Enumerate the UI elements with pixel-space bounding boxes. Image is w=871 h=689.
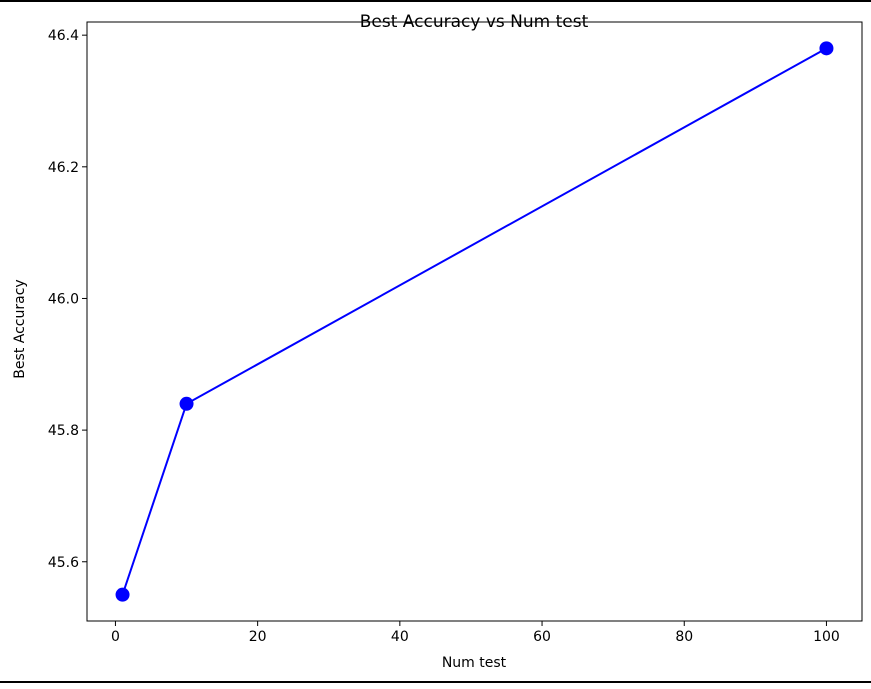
data-point (179, 396, 194, 411)
y-axis: 45.6 45.8 46.0 46.2 46.4 (48, 28, 87, 571)
x-axis-label: Num test (442, 655, 507, 671)
x-axis: 0 20 40 60 80 100 (111, 621, 840, 645)
figure-bottom-border (0, 681, 871, 683)
y-tick-label: 45.6 (48, 555, 79, 571)
figure-top-border (0, 0, 871, 2)
x-tick-label: 0 (111, 629, 120, 645)
y-tick-label: 46.0 (48, 291, 79, 307)
plot-area-frame (86, 21, 863, 622)
data-point (115, 587, 130, 602)
y-tick-label: 46.4 (48, 28, 79, 44)
x-tick-label: 60 (533, 629, 551, 645)
y-axis-label: Best Accuracy (12, 279, 28, 378)
x-tick-label: 40 (391, 629, 409, 645)
x-tick-label: 100 (813, 629, 840, 645)
y-tick-label: 46.2 (48, 160, 79, 176)
data-point (819, 41, 834, 56)
x-tick-label: 20 (249, 629, 267, 645)
series-line (121, 47, 827, 595)
x-tick-label: 80 (675, 629, 693, 645)
series-layer (115, 41, 834, 602)
y-tick-label: 45.8 (48, 423, 79, 439)
